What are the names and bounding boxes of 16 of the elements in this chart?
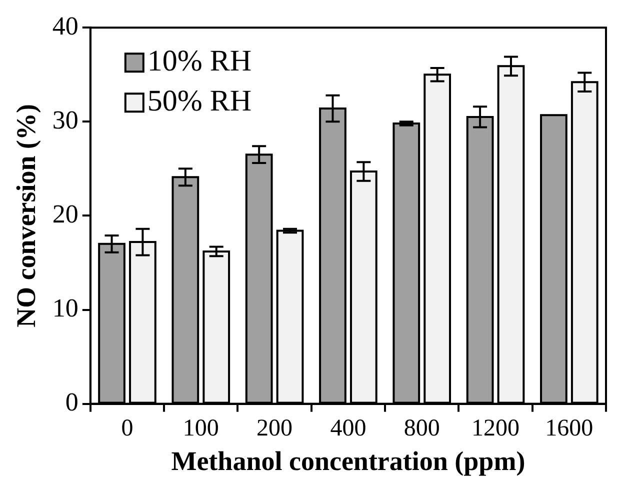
x-tick-label: 100 [182, 415, 219, 442]
y-tick-label: 30 [52, 105, 78, 134]
legend-label: 10% RH [147, 44, 252, 78]
y-axis-title: NO conversion (%) [11, 104, 42, 328]
x-tick-label: 800 [404, 415, 440, 442]
x-axis-title: Methanol concentration (ppm) [171, 446, 526, 476]
legend-label: 50% RH [147, 84, 252, 118]
x-tick-label: 1600 [545, 415, 594, 442]
x-tick-label: 200 [256, 415, 293, 442]
y-tick-label: 20 [52, 200, 78, 229]
y-tick-label: 40 [52, 11, 78, 40]
x-tick-label: 0 [121, 415, 134, 442]
x-tick-label: 400 [330, 415, 366, 442]
y-tick-label: 10 [52, 294, 78, 323]
x-tick-label: 1200 [472, 415, 520, 442]
y-tick-label: 0 [65, 388, 78, 417]
